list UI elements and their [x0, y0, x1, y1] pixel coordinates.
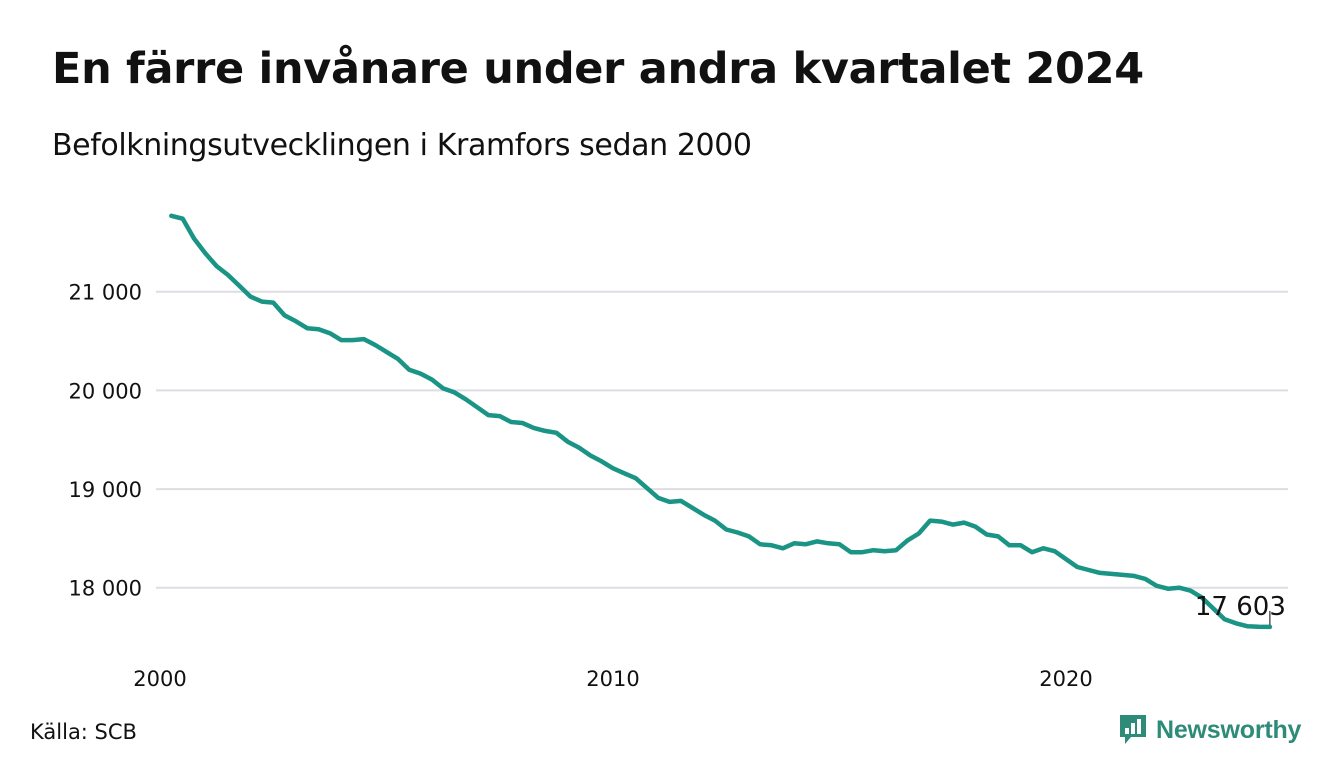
end-value-label: 17 603: [1195, 592, 1286, 622]
x-tick-label-2010: 2010: [586, 667, 639, 691]
x-tick-label-2020: 2020: [1039, 667, 1092, 691]
population-line: [169, 213, 1273, 630]
brand-name: Newsworthy: [1156, 715, 1302, 744]
chart-subtitle: Befolkningsutvecklingen i Kramfors sedan…: [52, 128, 752, 163]
newsworthy-icon: [1120, 715, 1146, 744]
y-tick-label-19000: 19 000: [69, 478, 142, 502]
newsworthy-logo[interactable]: Newsworthy: [1118, 713, 1301, 747]
x-tick-label-2000: 2000: [133, 667, 186, 691]
y-tick-label-18000: 18 000: [69, 577, 142, 601]
x-axis-labels: 2000 2010 2020: [133, 667, 1092, 691]
y-axis-labels: 18 000 19 000 20 000 21 000: [69, 281, 142, 601]
chart-title: En färre invånare under andra kvartalet …: [52, 44, 1144, 94]
source-note: Källa: SCB: [30, 720, 137, 744]
y-tick-label-20000: 20 000: [69, 379, 142, 403]
y-tick-label-21000: 21 000: [69, 281, 142, 305]
grid-layer: [156, 290, 1288, 589]
